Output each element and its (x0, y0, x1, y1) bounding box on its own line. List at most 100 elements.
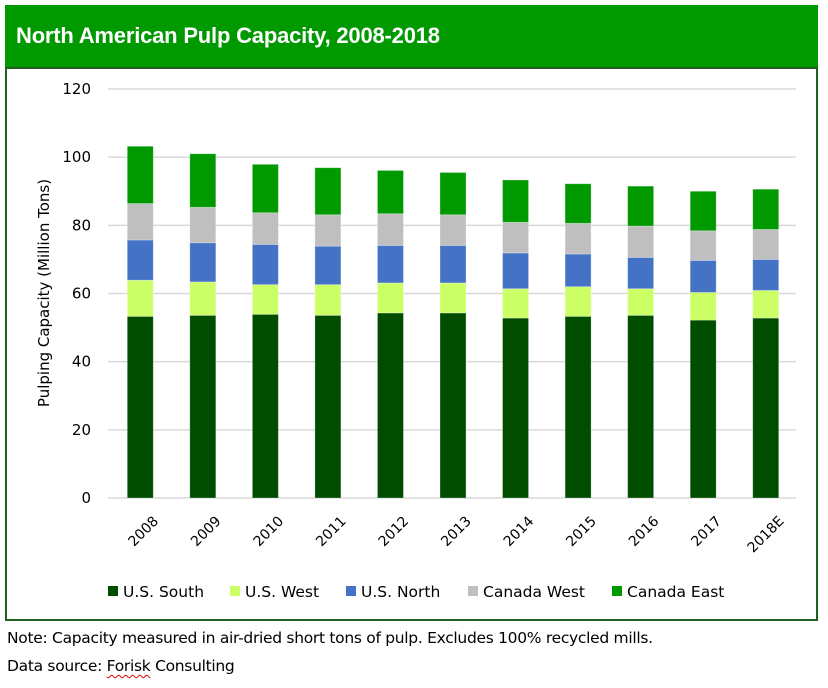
bar-segment-u-s-west (439, 282, 467, 314)
chart-title-banner: North American Pulp Capacity, 2008-2018 (5, 5, 818, 67)
y-tick-label: 40 (72, 353, 91, 371)
bar-segment-u-s-west (564, 286, 592, 317)
legend: U.S. South U.S. West U.S. North Canada West… (108, 583, 724, 601)
bar-segment-u-s-south (189, 314, 217, 499)
chart-title: North American Pulp Capacity, 2008-2018 (16, 23, 440, 48)
legend-item-u-s-west: U.S. West (230, 583, 319, 601)
bar-segment-canada-east (502, 179, 529, 223)
bar-segment-u-s-west (502, 288, 529, 319)
note-text: Note: Capacity measured in air-dried sho… (7, 629, 653, 647)
bar-segment-u-s-north (564, 253, 592, 288)
bar-segment-u-s-west (377, 282, 404, 314)
bar-segment-u-s-south (314, 314, 342, 499)
bar-segment-canada-west (752, 229, 780, 260)
x-tick-label: 2016 (626, 513, 663, 550)
legend-label: U.S. West (245, 583, 319, 601)
bar-stack-2008 (126, 145, 154, 499)
y-tick-label: 0 (81, 489, 91, 507)
chart-frame (5, 67, 818, 621)
x-tick-label: 2012 (376, 513, 413, 550)
legend-label: U.S. South (123, 583, 204, 601)
bar-segment-canada-west (314, 214, 342, 247)
bar-segment-u-s-south (627, 314, 655, 499)
legend-swatch (612, 586, 622, 596)
bar-segment-canada-west (439, 214, 467, 246)
data-source-suffix: Consulting (150, 657, 235, 675)
legend-swatch (468, 586, 478, 596)
bar-segment-u-s-north (251, 244, 279, 286)
bar-segment-u-s-north (377, 245, 404, 284)
bar-segment-u-s-west (752, 290, 780, 319)
bar-segment-u-s-north (439, 245, 467, 284)
bar-segment-u-s-north (189, 242, 217, 283)
bar-segment-u-s-north (752, 259, 780, 291)
x-tick-label: 2011 (313, 513, 350, 550)
bar-segment-u-s-south (752, 317, 780, 499)
x-tick-label: 2010 (251, 513, 288, 550)
legend-swatch (108, 586, 118, 596)
legend-swatch (230, 586, 240, 596)
y-tick-label: 80 (72, 216, 91, 234)
legend-item-u-s-north: U.S. North (346, 583, 440, 601)
legend-item-canada-east: Canada East (612, 583, 724, 601)
legend-label: Canada West (483, 583, 585, 601)
x-axis-ticks: 2008 2009 2010 2011 2012 2013 2014 2015 2016 2017… (125, 513, 787, 556)
bar-stack-2017 (689, 190, 717, 499)
bar-stack-2015 (564, 183, 592, 499)
bar-segment-u-s-north (627, 256, 655, 290)
bar-segment-u-s-north (126, 239, 154, 281)
bar-stack-2010 (251, 163, 279, 499)
bar-segment-canada-east (752, 188, 780, 230)
y-tick-label: 60 (72, 285, 91, 303)
bar-segment-canada-east (564, 183, 592, 224)
bar-segment-u-s-south (251, 313, 279, 499)
legend-label: Canada East (627, 583, 724, 601)
legend-swatch (346, 586, 356, 596)
bar-stacks (126, 145, 780, 499)
y-axis-ticks: 0 20 40 60 80 100 120 (62, 80, 91, 507)
bar-stack-2013 (439, 172, 467, 499)
x-tick-label: 2014 (501, 513, 538, 550)
bar-segment-canada-east (689, 190, 717, 232)
data-source-text: Data source: Forisk Consulting (7, 657, 235, 675)
bar-segment-u-s-west (251, 284, 279, 315)
bar-segment-u-s-west (689, 292, 717, 321)
data-source-prefix: Data source: (7, 657, 107, 675)
bar-segment-u-s-west (314, 284, 342, 316)
bar-segment-u-s-west (627, 288, 655, 316)
bar-segment-canada-west (689, 230, 717, 261)
legend-item-u-s-south: U.S. South (108, 583, 204, 601)
bar-segment-u-s-south (439, 312, 467, 499)
legend-label: U.S. North (361, 583, 440, 601)
bar-segment-canada-east (377, 170, 404, 215)
bar-segment-canada-west (377, 213, 404, 246)
bar-segment-u-s-north (502, 252, 529, 290)
bar-segment-u-s-north (314, 245, 342, 286)
bar-segment-canada-west (126, 203, 154, 241)
x-tick-label: 2018E (745, 513, 788, 556)
bar-segment-canada-east (439, 172, 467, 216)
bar-segment-canada-east (126, 145, 154, 204)
x-tick-label: 2009 (188, 513, 225, 550)
bar-stack-2011 (314, 167, 342, 499)
legend-item-canada-west: Canada West (468, 583, 585, 601)
y-tick-label: 100 (62, 148, 91, 166)
bar-segment-u-s-south (126, 315, 154, 499)
bar-segment-canada-east (314, 167, 342, 216)
bar-stack-2016 (627, 185, 655, 499)
x-tick-label: 2013 (438, 513, 475, 550)
data-source-name: Forisk (106, 657, 151, 675)
bar-stack-2012 (377, 170, 404, 499)
bar-segment-canada-east (627, 185, 655, 227)
bar-segment-canada-west (502, 221, 529, 254)
bar-segment-canada-west (189, 206, 217, 244)
bar-segment-u-s-south (377, 312, 404, 499)
y-tick-label: 120 (62, 80, 91, 98)
bar-segment-canada-west (251, 212, 279, 245)
bar-stack-2018E (752, 188, 780, 499)
y-axis-label: Pulping Capacity (Million Tons) (35, 179, 53, 407)
x-tick-label: 2008 (125, 513, 162, 550)
x-tick-label: 2017 (688, 513, 725, 550)
bar-segment-canada-east (251, 163, 279, 214)
